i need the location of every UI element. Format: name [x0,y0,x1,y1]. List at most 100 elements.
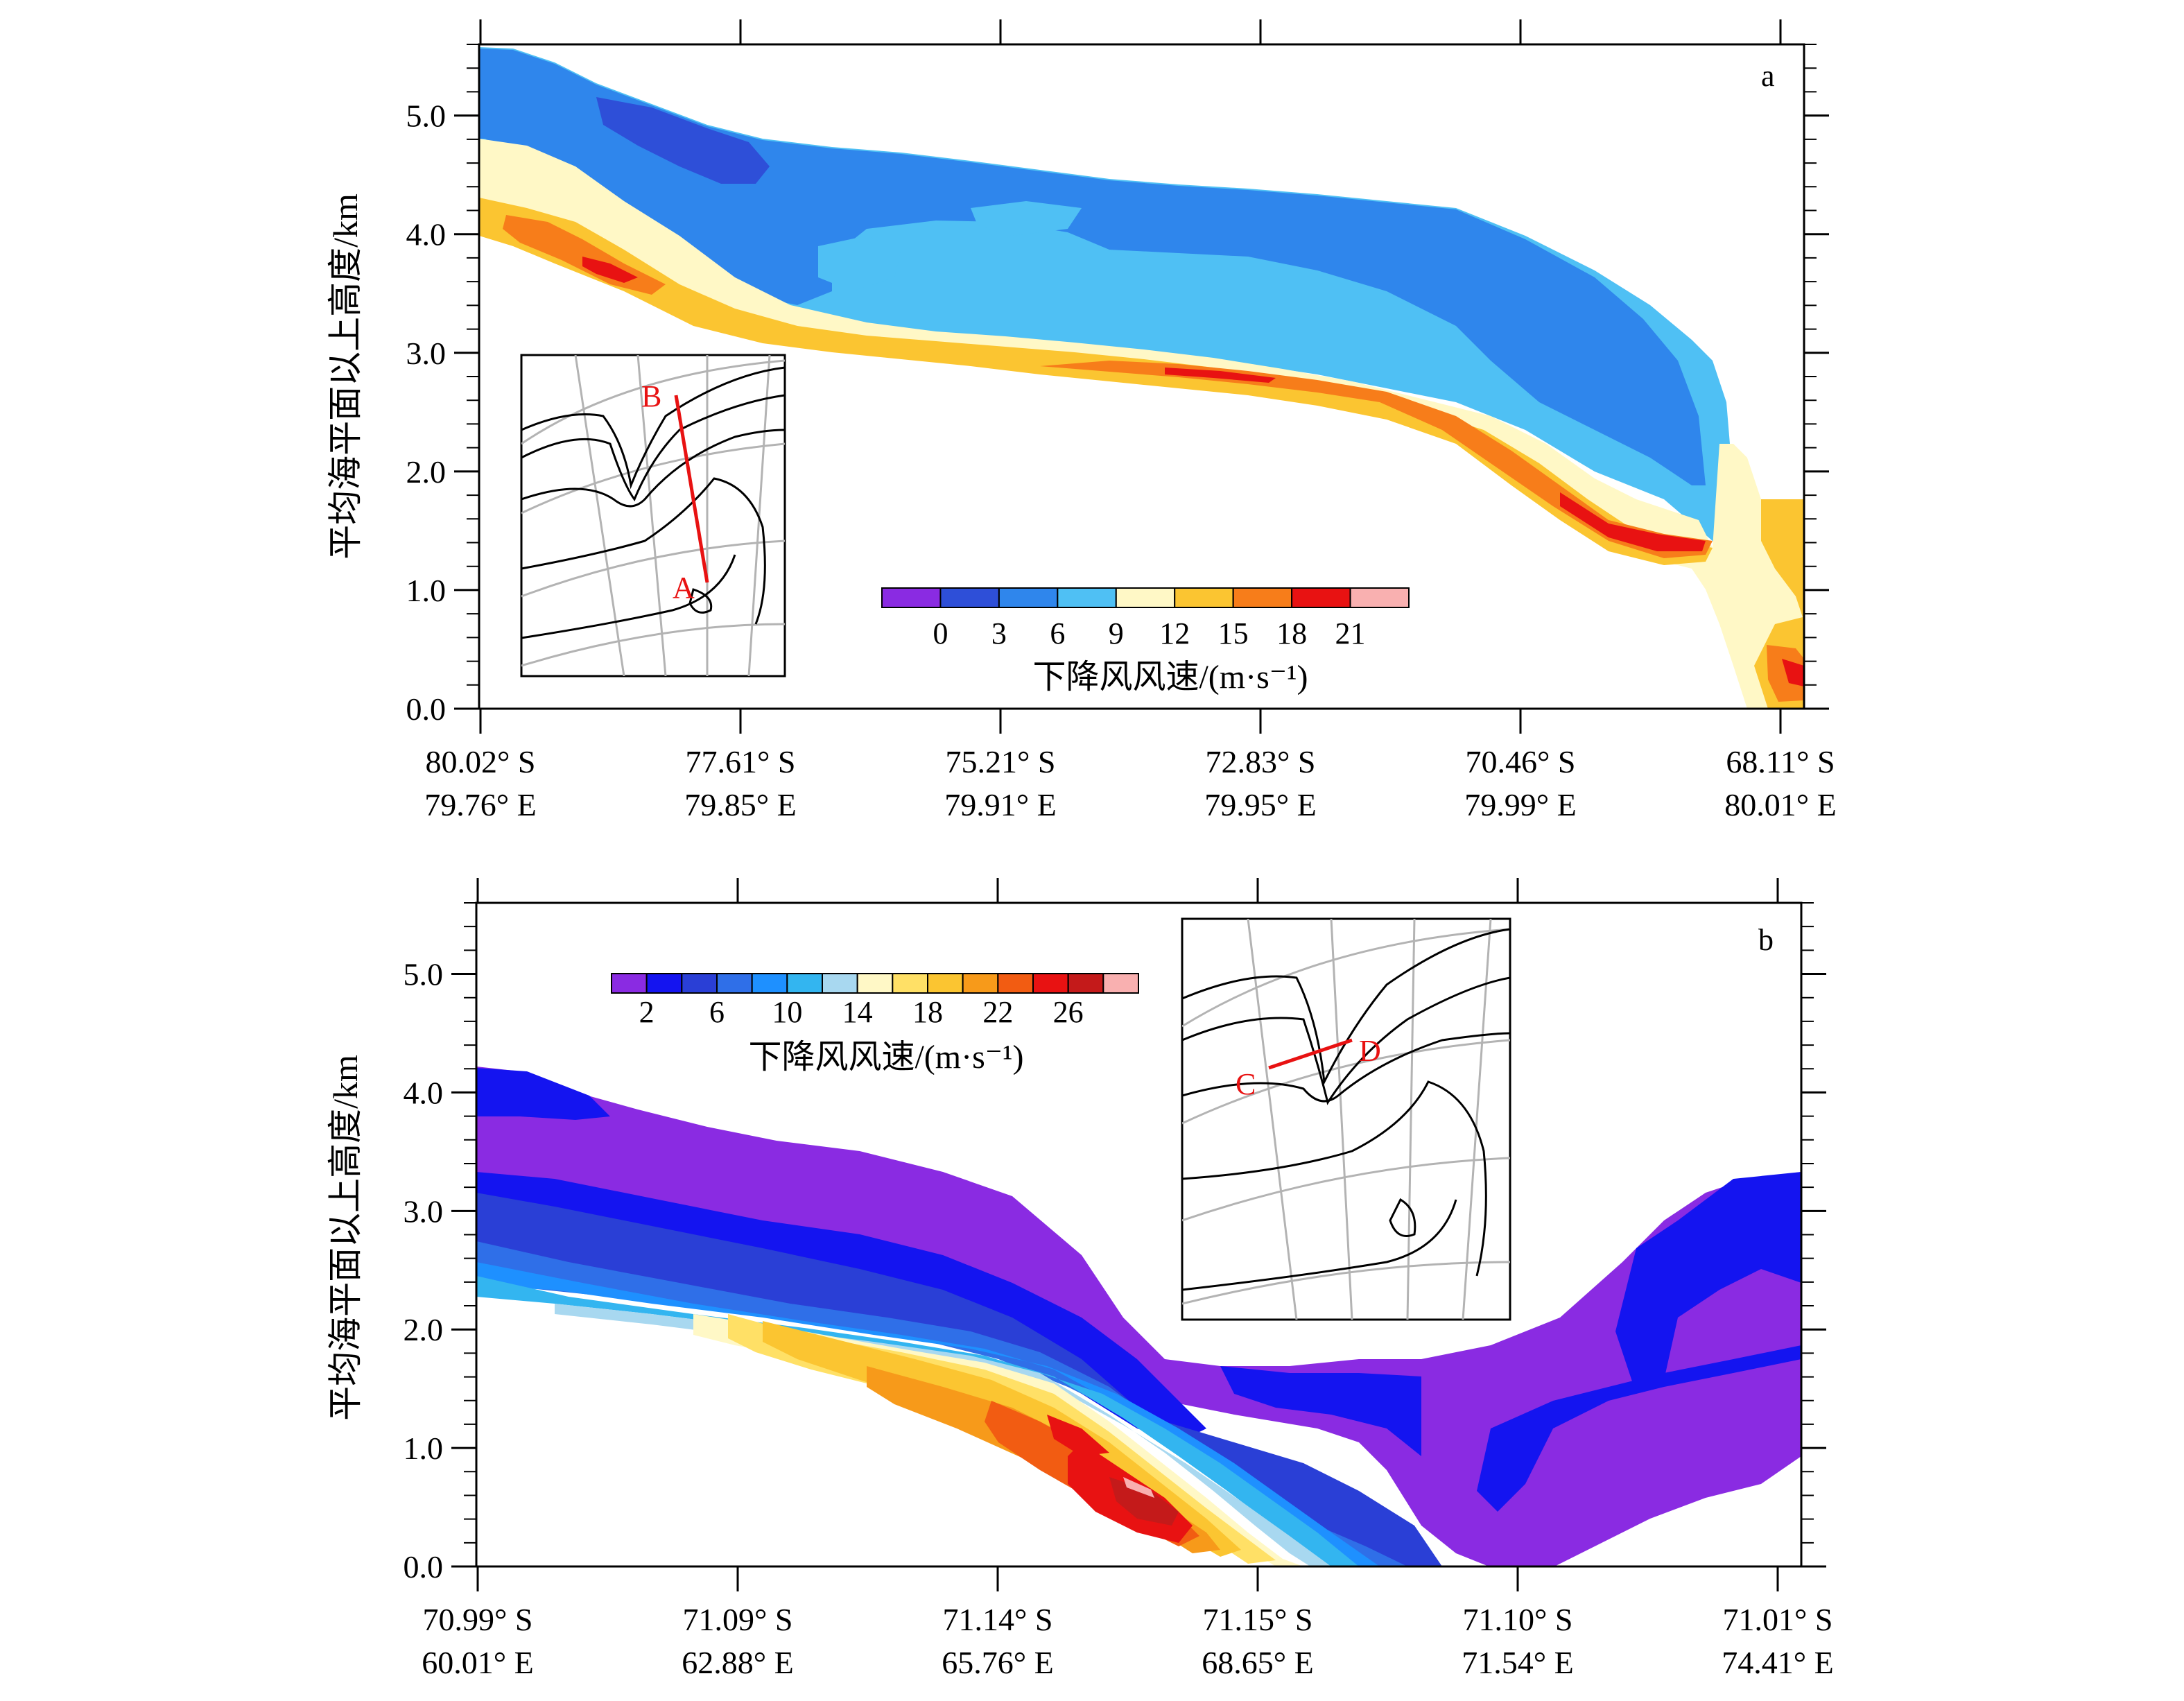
a-band-orange-right [1767,645,1804,702]
colorbar-swatch [962,973,999,994]
colorbar-tick-label: 3 [991,616,1007,650]
y-tick-label: 0.0 [404,1549,444,1585]
colorbar-tick-label: 18 [1276,616,1307,650]
colorbar-swatch [856,973,894,994]
x-tick-label-lon: 79.91° E [944,787,1057,822]
colorbar-swatch [645,973,683,994]
inset-b-frame [1181,917,1511,1321]
x-tick-label-lon: 65.76° E [942,1645,1054,1680]
y-tick-label: 3.0 [404,1193,444,1229]
y-tick-label: 2.0 [404,1312,444,1347]
a-band-darkblue [596,97,770,184]
a-band-red [582,257,638,283]
x-tick-label-lat: 80.02° S [426,744,536,779]
colorbar-tick-label: 0 [933,616,948,650]
panel-a-letter: a [1761,59,1775,93]
b-band-royal [476,1193,1442,1566]
colorbar-swatch [927,973,964,994]
x-tick-label-lat: 71.01° S [1723,1602,1833,1637]
x-tick-label-lat: 72.83° S [1206,744,1316,779]
y-tick-label: 2.0 [406,454,447,490]
y-tick-label: 0.0 [406,691,447,727]
y-tick-label: 1.0 [406,573,447,608]
colorbar-swatch [751,973,788,994]
b-band-darkred [1109,1477,1179,1526]
inset-b-label-d: D [1359,1034,1381,1068]
colorbar-swatch [1174,587,1234,608]
panel-b-axes: 0.0 1.0 2.0 3.0 4.0 5.0 70.99° S 60.01° E 71.09°… [326,878,1834,1680]
colorbar-tick-label: 6 [709,995,725,1029]
inset-a-label-b: B [641,379,661,413]
colorbar-swatch [1057,587,1117,608]
inset-a-label-a: A [673,571,695,605]
colorbar-swatch [822,973,858,994]
y-tick-label: 4.0 [404,1075,444,1110]
colorbar-swatch [881,587,942,608]
y-tick-label: 5.0 [404,957,444,992]
colorbar-tick-label: 10 [772,995,802,1029]
x-tick-label-lon: 60.01° E [422,1645,534,1680]
colorbar-swatch [716,973,753,994]
panel-a: a 0.0 1.0 2.0 3.0 4.0 5.0 80.02° S 79.76° E 77.6… [326,19,1837,822]
a-band-red3 [1560,492,1706,551]
panel-a-colorbar-title: 下降风风速/(m·s⁻¹) [1032,659,1308,696]
b-band-red2 [1047,1415,1109,1456]
colorbar-tick-label: 12 [1159,616,1190,650]
a-band-midblue [479,49,1706,485]
colorbar-swatch [997,973,1034,994]
x-tick-label-lat: 71.15° S [1203,1602,1313,1637]
x-tick-label-lat: 77.61° S [686,744,796,779]
panel-a-axes: 0.0 1.0 2.0 3.0 4.0 5.0 80.02° S 79.76° E 77.61°… [326,19,1837,822]
b-band-blue-right [1615,1172,1801,1394]
y-tick-label: 3.0 [406,336,447,371]
y-tick-label: 1.0 [404,1431,444,1466]
colorbar-tick-label: 14 [842,995,873,1029]
colorbar-swatch [1115,587,1176,608]
colorbar-tick-label: 9 [1109,616,1124,650]
x-tick-label-lat: 71.09° S [683,1602,793,1637]
panel-b-contours [476,1067,1801,1566]
panel-b: b 0.0 1.0 2.0 3.0 4.0 5.0 70.99° S 60.01° E 71.0… [326,878,1834,1680]
colorbar-tick-label: 22 [982,995,1013,1029]
panel-a-contours [479,47,1804,709]
b-band-purple [476,1067,1801,1566]
y-axis-label: 平均海平面以上高度/km [326,1055,365,1421]
x-tick-label-lat: 68.11° S [1726,744,1835,779]
inset-a-frame [520,354,786,677]
panel-b-letter: b [1758,923,1774,957]
inset-b-section-line [1268,1038,1353,1070]
a-band-lightblue-patch2 [971,201,1082,236]
a-band-red-right [1782,659,1804,687]
x-tick-label-lon: 71.54° E [1462,1645,1574,1680]
a-band-cream [479,139,1804,709]
panel-b-inset-map: C D [1181,917,1511,1321]
colorbar-swatch [939,587,1000,608]
y-axis-label: 平均海平面以上高度/km [326,193,365,560]
colorbar-swatch [998,587,1059,608]
colorbar-swatch [681,973,718,994]
inset-a-section-line [674,395,709,583]
colorbar-swatch [611,973,648,994]
x-tick-label-lon: 62.88° E [682,1645,794,1680]
x-tick-label-lon: 79.76° E [424,787,537,822]
x-tick-label-lon: 79.85° E [684,787,797,822]
colorbar-tick-label: 21 [1335,616,1366,650]
colorbar-tick-label: 15 [1218,616,1249,650]
colorbar-tick-label: 2 [639,995,655,1029]
colorbar-swatch [1032,973,1069,994]
colorbar-swatch [1232,587,1293,608]
colorbar-swatch [1291,587,1351,608]
y-tick-label: 4.0 [406,217,447,252]
colorbar-swatch [786,973,824,994]
x-tick-label-lat: 70.46° S [1466,744,1576,779]
colorbar-swatch [1067,973,1104,994]
inset-b-label-c: C [1236,1067,1256,1101]
b-band-blue3 [1220,1366,1421,1456]
y-tick-label: 5.0 [406,98,447,134]
x-tick-label-lon: 80.01° E [1724,787,1837,822]
b-band-pink [1123,1477,1154,1498]
colorbar-tick-label: 26 [1053,995,1084,1029]
colorbar-swatch [1349,587,1410,608]
panel-a-inset-map: B A [520,354,786,677]
